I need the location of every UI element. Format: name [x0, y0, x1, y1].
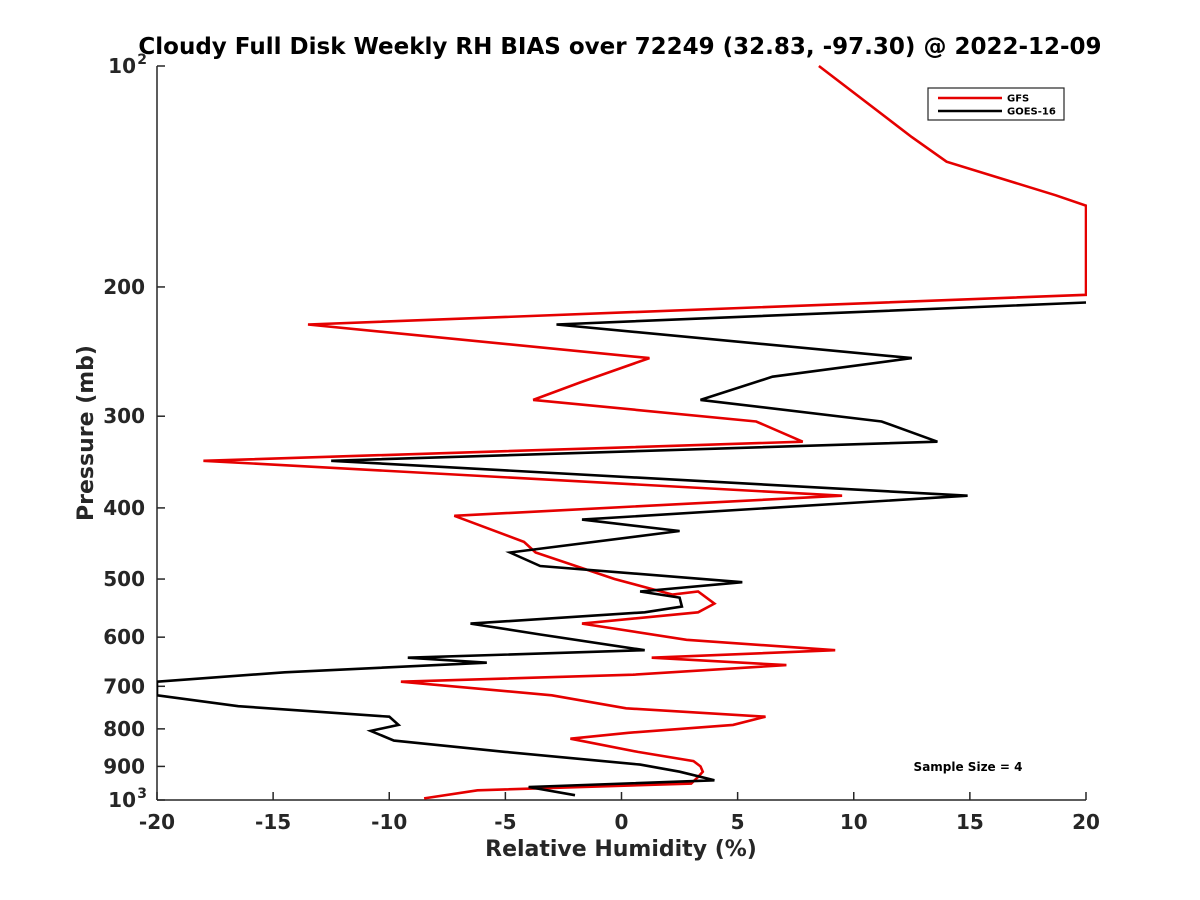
x-tick-label: -20: [139, 810, 175, 834]
y-axis-label: Pressure (mb): [74, 345, 99, 521]
chart-title: Cloudy Full Disk Weekly RH BIAS over 722…: [138, 34, 1101, 60]
y-tick-label: 10: [108, 788, 136, 812]
y-tick-label: 400: [103, 496, 145, 520]
y-tick-label: 700: [103, 674, 145, 698]
legend-box: [927, 87, 1065, 121]
y-tick-label: 300: [103, 404, 145, 428]
y-tick-label: 800: [103, 717, 145, 741]
series-line-goes-16: [157, 301, 1087, 797]
x-tick-label: -5: [494, 810, 516, 834]
y-tick-exponent: 3: [137, 786, 147, 802]
series-line-gfs: [203, 64, 1087, 800]
x-axis-ticks: -20 -15 -10 -5 0 5 10 15 20: [139, 792, 1100, 834]
x-tick-label: 15: [956, 810, 984, 834]
x-tick-label: 5: [731, 810, 745, 834]
y-tick-label: 500: [103, 567, 145, 591]
y-tick-label: 10: [108, 54, 136, 78]
plot-area: [156, 66, 1086, 801]
x-tick-label: 0: [615, 810, 629, 834]
legend-label: GFS: [1007, 94, 1029, 105]
legend: GFS GOES-16: [927, 87, 1065, 121]
x-tick-label: 20: [1072, 810, 1100, 834]
x-tick-label: 10: [840, 810, 868, 834]
x-axis-label: Relative Humidity (%): [485, 837, 757, 862]
series-layer: [157, 64, 1087, 800]
y-tick-label: 900: [103, 754, 145, 778]
x-tick-label: -10: [371, 810, 407, 834]
y-tick-exponent: 2: [137, 52, 147, 68]
sample-size-note: Sample Size = 4: [914, 760, 1023, 774]
legend-label: GOES-16: [1007, 107, 1056, 118]
y-tick-label: 200: [103, 275, 145, 299]
x-tick-label: -15: [255, 810, 291, 834]
y-tick-label: 600: [103, 625, 145, 649]
